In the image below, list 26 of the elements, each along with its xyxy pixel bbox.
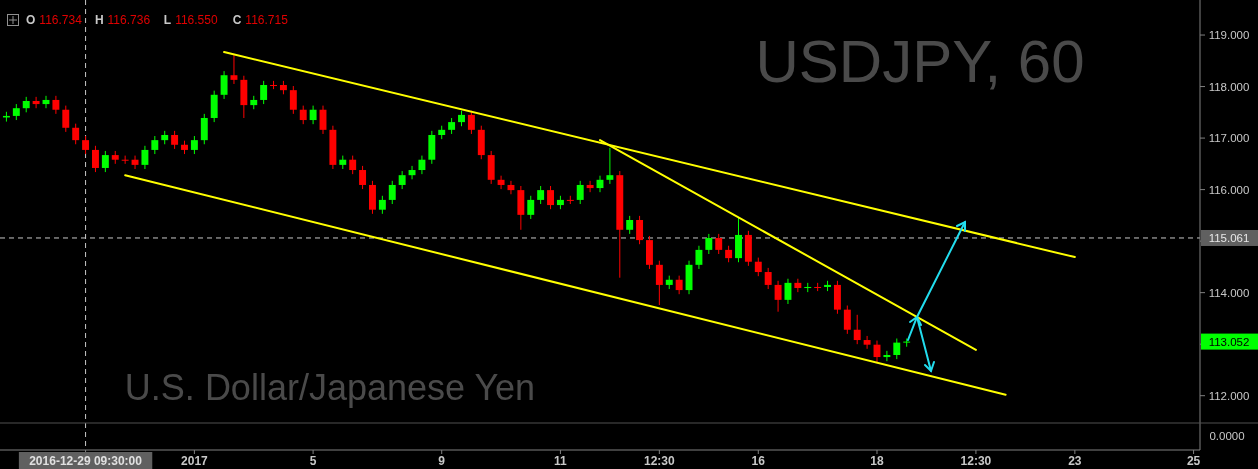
x-tick-label: 25 <box>1186 454 1201 468</box>
x-tick-label: 18 <box>870 454 884 468</box>
text: 113.052 <box>1208 335 1250 348</box>
y-tick-label: 114.000 <box>1208 286 1250 299</box>
y-tick-label: 116.000 <box>1208 183 1250 196</box>
y-tick-label: 117.000 <box>1208 132 1250 145</box>
x-tick-label: 11 <box>554 454 568 468</box>
x-tick-label: 5 <box>309 454 317 468</box>
annotation: C 116.715 <box>232 13 289 27</box>
annotation: L 116.550 <box>163 13 218 27</box>
y-tick-label: 119.000 <box>1208 29 1250 42</box>
x-tick-label: 12:30 <box>644 454 676 468</box>
text: U.S. Dollar/Japanese Yen <box>124 367 536 408</box>
x-tick-label: 2016-12-29 09:30:00 <box>29 454 143 468</box>
x-tick-label: 16 <box>751 454 766 468</box>
ref-line-label: 115.061 <box>1208 231 1250 244</box>
x-tick-label: 12:30 <box>960 454 992 468</box>
annotation: H 116.736 <box>94 13 151 27</box>
text: 0.0000 <box>1209 430 1245 442</box>
y-tick-label: 112.000 <box>1208 389 1250 402</box>
x-tick-label: 9 <box>438 454 446 468</box>
y-tick-label: 118.000 <box>1208 80 1250 93</box>
annotation: O 116.734 <box>26 13 83 27</box>
x-tick-label: 2017 <box>181 454 209 468</box>
x-tick-label: 23 <box>1068 454 1082 468</box>
text: USDJPY, 60 <box>755 28 1085 95</box>
